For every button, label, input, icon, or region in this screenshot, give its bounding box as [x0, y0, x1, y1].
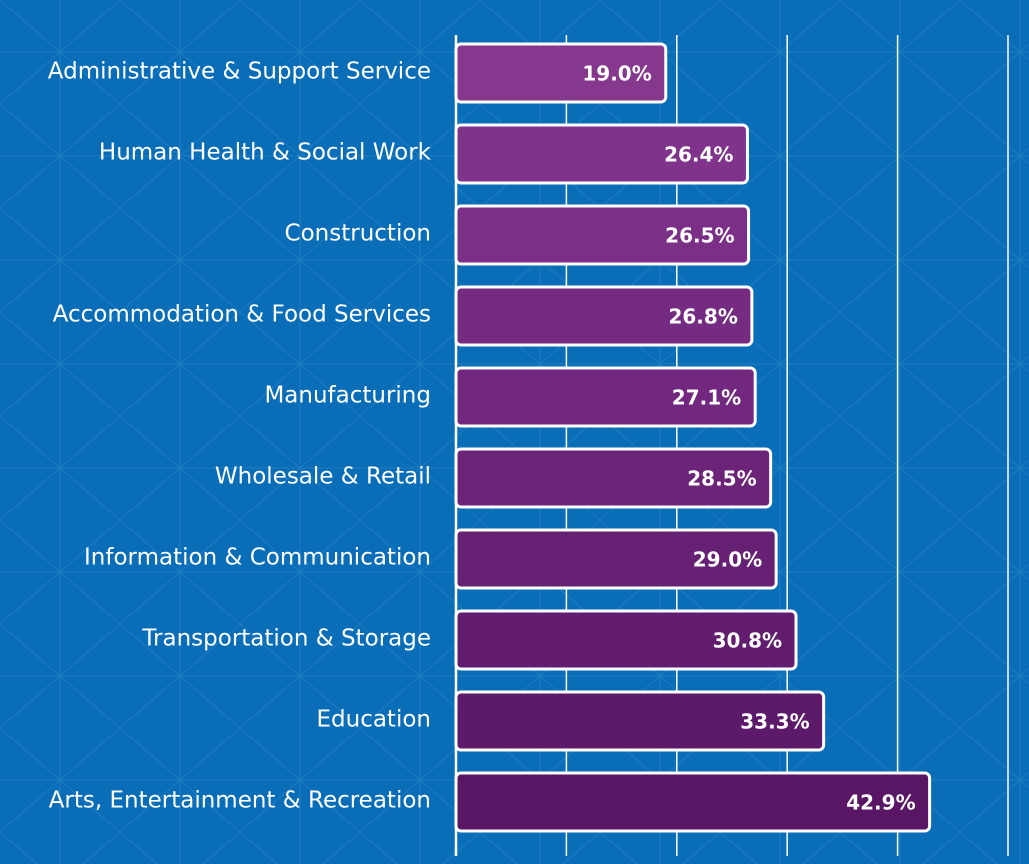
value-label: 26.5% [665, 224, 734, 248]
bar [454, 285, 754, 347]
value-label: 42.9% [846, 791, 915, 815]
value-label: 33.3% [740, 710, 809, 734]
value-label: 26.4% [664, 143, 733, 167]
category-label: Accommodation & Food Services [53, 302, 431, 328]
category-label: Wholesale & Retail [215, 464, 431, 490]
category-label: Transportation & Storage [141, 626, 431, 652]
bar [454, 204, 751, 266]
value-label: 30.8% [713, 629, 782, 653]
value-label: 29.0% [693, 548, 762, 572]
value-label: 19.0% [582, 62, 651, 86]
category-label: Information & Communication [84, 545, 431, 571]
bar [454, 447, 773, 509]
value-label: 26.8% [668, 305, 737, 329]
value-label: 27.1% [672, 386, 741, 410]
category-label: Human Health & Social Work [99, 140, 432, 166]
category-label: Administrative & Support Service [48, 59, 431, 85]
category-label: Construction [285, 221, 431, 247]
value-label: 28.5% [687, 467, 756, 491]
bar [454, 366, 757, 428]
bar [454, 42, 668, 104]
bar [454, 609, 798, 671]
category-label: Arts, Entertainment & Recreation [49, 788, 431, 814]
bar [454, 123, 749, 185]
bar [454, 771, 932, 833]
bar [454, 528, 778, 590]
category-label: Manufacturing [264, 383, 431, 409]
bar [454, 690, 826, 752]
category-label: Education [316, 707, 431, 733]
